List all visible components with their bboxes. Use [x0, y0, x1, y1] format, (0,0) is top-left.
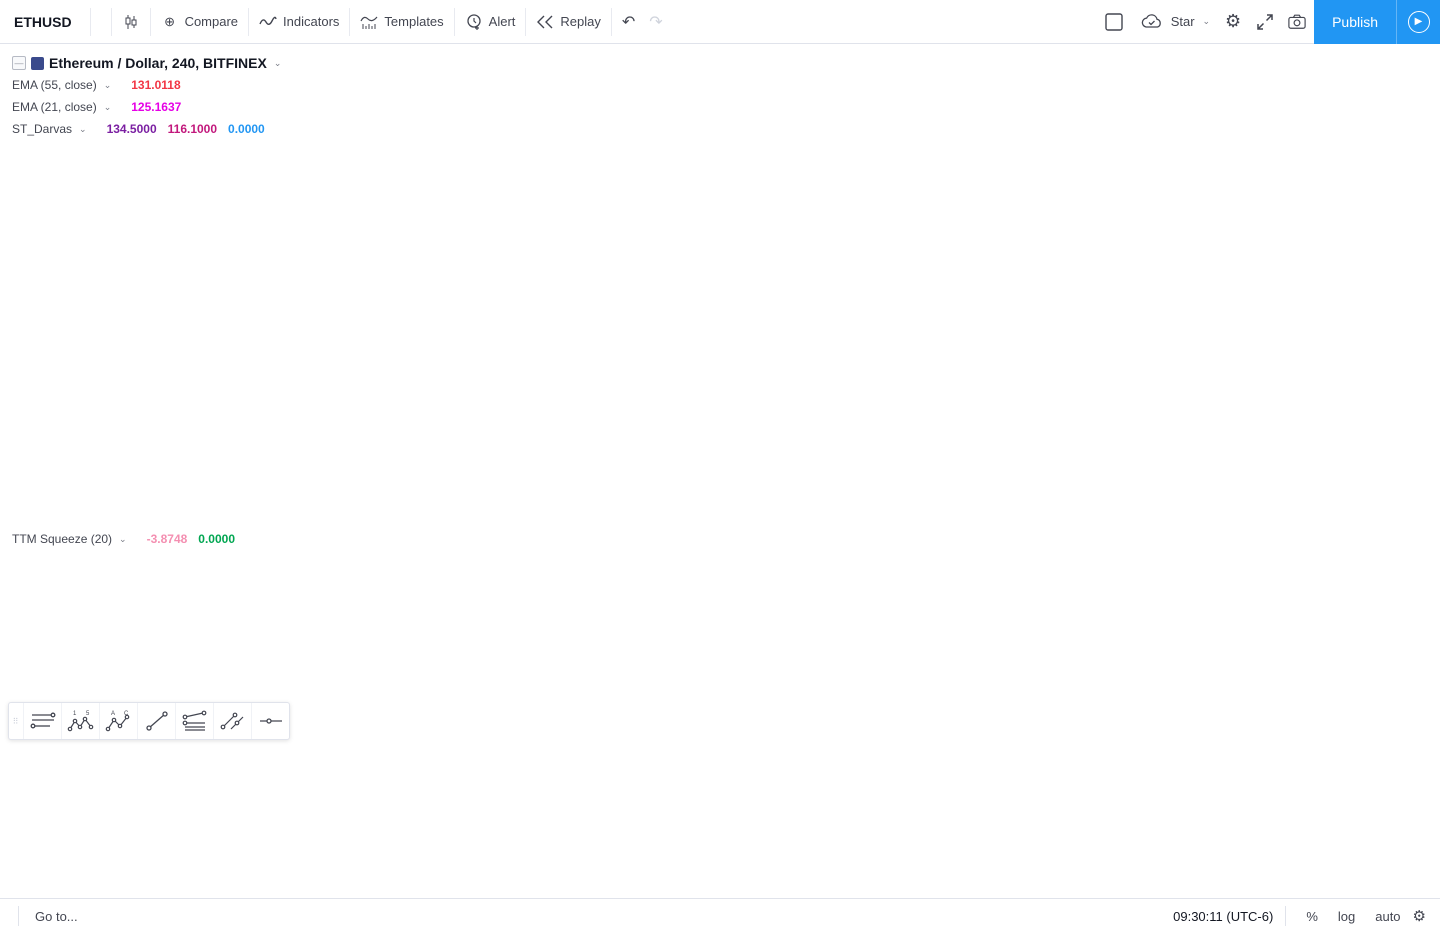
scale-settings-gear-icon[interactable]: ⚙ [1412, 908, 1426, 925]
ema21-value: 125.1637 [131, 100, 182, 114]
auto-scale-button[interactable]: auto [1375, 908, 1401, 924]
replay-button[interactable]: Replay [525, 7, 610, 36]
indicators-button[interactable]: Indicators [248, 7, 349, 36]
toolbar-drag-handle[interactable]: ⠿ [12, 716, 20, 726]
parallel-channel-tool[interactable] [213, 703, 251, 739]
symbol-marker-icon [31, 56, 44, 70]
main-legend: — Ethereum / Dollar, 240, BITFINEX ⌄ EMA… [12, 52, 286, 140]
chart-area[interactable]: — Ethereum / Dollar, 240, BITFINEX ⌄ EMA… [0, 44, 1440, 898]
indicators-icon [259, 13, 277, 31]
top-toolbar: ETHUSD ⊕ Compare Indicators Templates Ale… [0, 0, 1440, 44]
bottom-toolbar: Go to... 09:30:11 (UTC-6) % log auto ⚙ [0, 898, 1440, 933]
squeeze-legend: TTM Squeeze (20) ⌄ -3.8748 0.0000 [12, 528, 235, 550]
goto-button[interactable]: Go to... [35, 908, 78, 924]
horizontal-ray-tool[interactable] [251, 703, 289, 739]
undo-redo-group: ↶ ↷ [610, 7, 673, 36]
parallel-lines-tool[interactable] [23, 703, 61, 739]
candlestick-icon [122, 13, 140, 31]
stdarvas-value-1: 134.5000 [106, 122, 157, 136]
publish-button[interactable]: Publish [1314, 0, 1396, 44]
indicator-row-ttm[interactable]: TTM Squeeze (20) ⌄ -3.8748 0.0000 [12, 532, 235, 546]
stdarvas-value-3: 0.0000 [228, 122, 265, 136]
stdarvas-value-2: 116.1000 [167, 122, 218, 136]
pane-collapse-icon[interactable]: — [12, 56, 26, 70]
percent-scale-button[interactable]: % [1306, 908, 1318, 924]
screenshot-camera-icon[interactable] [1288, 13, 1306, 31]
templates-icon [360, 13, 378, 31]
publish-arrow-button[interactable]: ▶ [1396, 0, 1440, 44]
clock[interactable]: 09:30:11 (UTC-6) [1173, 908, 1274, 924]
interval-group [89, 7, 111, 36]
undo-button[interactable]: ↶ [621, 13, 636, 31]
svg-text:C: C [124, 711, 129, 717]
cloud-check-icon [1139, 13, 1165, 31]
ttm-value-2: 0.0000 [198, 532, 235, 546]
indicator-row-stdarvas[interactable]: ST_Darvas ⌄ 134.5000 116.1000 0.0000 [12, 122, 265, 136]
svg-text:1: 1 [73, 711, 77, 717]
settings-gear-icon[interactable]: ⚙ [1225, 11, 1242, 31]
ttm-value-1: -3.8748 [146, 532, 188, 546]
replay-icon [536, 13, 554, 31]
chart-canvas[interactable] [0, 44, 1440, 898]
symbol-title[interactable]: Ethereum / Dollar, 240, BITFINEX [49, 55, 267, 71]
redo-button[interactable]: ↷ [649, 13, 663, 31]
svg-text:A: A [111, 711, 115, 717]
alert-clock-icon [465, 13, 483, 31]
svg-text:5: 5 [86, 711, 90, 717]
alert-button[interactable]: Alert [453, 7, 526, 36]
indicator-row-ema21[interactable]: EMA (21, close) ⌄ 125.1637 [12, 100, 182, 114]
chevron-down-icon[interactable]: ⌄ [273, 57, 282, 68]
compare-icon: ⊕ [164, 13, 176, 29]
pitchfork-tool[interactable] [175, 703, 213, 739]
ema55-value: 131.0118 [131, 78, 181, 92]
compare-button[interactable]: ⊕ Compare [149, 7, 248, 36]
chart-style-button[interactable] [110, 7, 150, 36]
symbol-name[interactable]: ETHUSD [14, 13, 72, 30]
fullscreen-icon[interactable] [1256, 13, 1274, 31]
templates-button[interactable]: Templates [349, 7, 453, 36]
layout-icon[interactable] [1103, 11, 1125, 33]
trend-line-tool[interactable] [137, 703, 175, 739]
log-scale-button[interactable]: log [1337, 908, 1356, 924]
indicator-row-ema55[interactable]: EMA (55, close) ⌄ 131.0118 [12, 78, 181, 92]
save-layout-button[interactable]: Star ⌄ [1139, 13, 1210, 31]
